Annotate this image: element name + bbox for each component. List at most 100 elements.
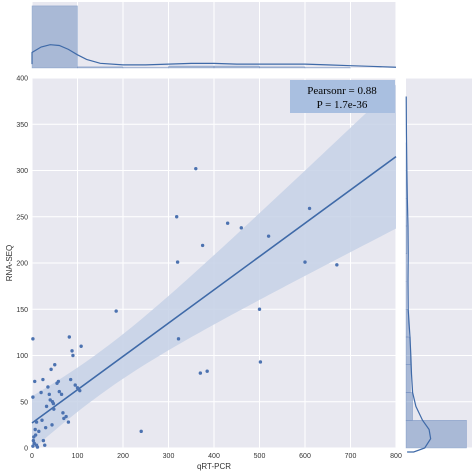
y-marginal-bar	[405, 309, 409, 338]
x-tick-label: 100	[72, 453, 84, 460]
y-marginal-bar	[405, 392, 413, 421]
data-point	[307, 206, 312, 211]
y-tick-label: 50	[20, 399, 28, 406]
regression-line	[31, 155, 397, 424]
data-point	[175, 260, 180, 264]
data-point	[41, 438, 46, 443]
data-point	[174, 215, 179, 219]
data-point	[49, 367, 53, 372]
data-point	[33, 379, 37, 384]
data-point	[176, 337, 181, 341]
x-tick-label: 500	[254, 453, 266, 460]
data-point	[50, 423, 54, 427]
data-point	[205, 369, 209, 373]
data-point	[47, 392, 51, 397]
data-point	[33, 427, 37, 432]
x-marginal-bar	[259, 66, 306, 69]
data-point	[57, 389, 61, 394]
data-point	[43, 425, 48, 430]
y-tick-label: 150	[16, 307, 28, 314]
x-marginal-histogram	[31, 2, 397, 69]
data-point	[68, 377, 73, 382]
data-point	[335, 263, 339, 267]
data-point	[139, 429, 143, 434]
data-point	[64, 414, 68, 419]
y-marginal-kde-curve	[405, 96, 432, 453]
data-point	[31, 438, 36, 443]
data-point	[75, 386, 80, 390]
y-marginal-bar	[405, 420, 467, 449]
annotation-box	[290, 80, 395, 113]
data-point	[71, 353, 75, 358]
x-marginal-bar	[168, 65, 215, 69]
y-tick-label: 100	[16, 353, 28, 360]
y-marginal-bar	[405, 198, 408, 227]
data-point	[53, 363, 57, 367]
data-point	[73, 383, 77, 387]
x-tick-label: 300	[163, 453, 175, 460]
x-tick-label: 700	[345, 453, 357, 460]
scatter-points	[31, 166, 339, 449]
x-axis-label: qRT-PCR	[197, 462, 231, 471]
y-tick-label: 300	[16, 168, 28, 175]
x-tick-label: 800	[390, 453, 402, 460]
data-point	[51, 401, 56, 406]
data-point	[59, 392, 64, 397]
x-tick-labels: 0 100 200 300 400 500 600 700 800	[30, 453, 402, 460]
x-tick-label: 200	[117, 453, 129, 460]
data-point	[66, 420, 71, 424]
x-marginal-bar	[213, 65, 260, 69]
pearson-annotation: Pearsonr = 0.88 P = 1.7e-36	[290, 80, 395, 113]
y-tick-label: 200	[16, 261, 28, 268]
data-point	[62, 416, 66, 421]
data-point	[37, 429, 41, 434]
data-point	[61, 411, 65, 415]
x-marginal-kde-curve	[31, 44, 397, 68]
data-point	[48, 398, 52, 402]
regression-line-layer	[31, 155, 397, 424]
data-point	[257, 307, 262, 311]
y-tick-label: 400	[16, 76, 28, 83]
data-point	[79, 344, 83, 348]
scatter-panel: 0 100 200 300 400 500 600 700 800 0 50 100 150 200 25…	[5, 76, 402, 472]
x-marginal-bars	[31, 5, 351, 69]
data-point	[225, 221, 230, 225]
y-tick-label: 350	[16, 122, 28, 129]
y-marginal-bars	[405, 142, 467, 449]
y-marginal-bar	[405, 225, 408, 254]
data-point	[56, 379, 61, 384]
data-point	[239, 226, 243, 230]
data-point	[39, 390, 43, 395]
data-point	[34, 420, 39, 424]
x-tick-label: 400	[208, 453, 220, 460]
x-tick-label: 600	[299, 453, 311, 460]
data-point	[31, 444, 35, 448]
data-point	[78, 388, 82, 393]
data-point	[258, 360, 263, 364]
data-point	[266, 234, 271, 238]
data-point	[194, 166, 198, 171]
y-axis-label: RNA-SEQ	[5, 245, 14, 281]
data-point	[46, 385, 50, 389]
pearson-r-text: Pearsonr = 0.88	[307, 85, 377, 97]
y-tick-label: 250	[16, 214, 28, 221]
p-value-text: P = 1.7e-36	[317, 99, 368, 111]
data-point	[35, 445, 40, 449]
data-point	[303, 260, 307, 264]
data-point	[114, 309, 118, 313]
data-point	[32, 435, 36, 439]
data-point	[43, 443, 47, 447]
data-point	[44, 404, 49, 409]
data-point	[32, 441, 36, 446]
data-point	[200, 243, 205, 248]
data-point	[41, 377, 45, 382]
data-point	[70, 349, 74, 353]
y-tick-label: 0	[24, 446, 28, 453]
y-tick-labels: 0 50 100 150 200 250 300 350 400	[16, 76, 28, 453]
x-tick-label: 0	[30, 453, 34, 460]
data-point	[52, 407, 56, 411]
data-point	[67, 335, 72, 339]
data-point	[31, 337, 35, 341]
x-marginal-bar	[77, 66, 124, 69]
